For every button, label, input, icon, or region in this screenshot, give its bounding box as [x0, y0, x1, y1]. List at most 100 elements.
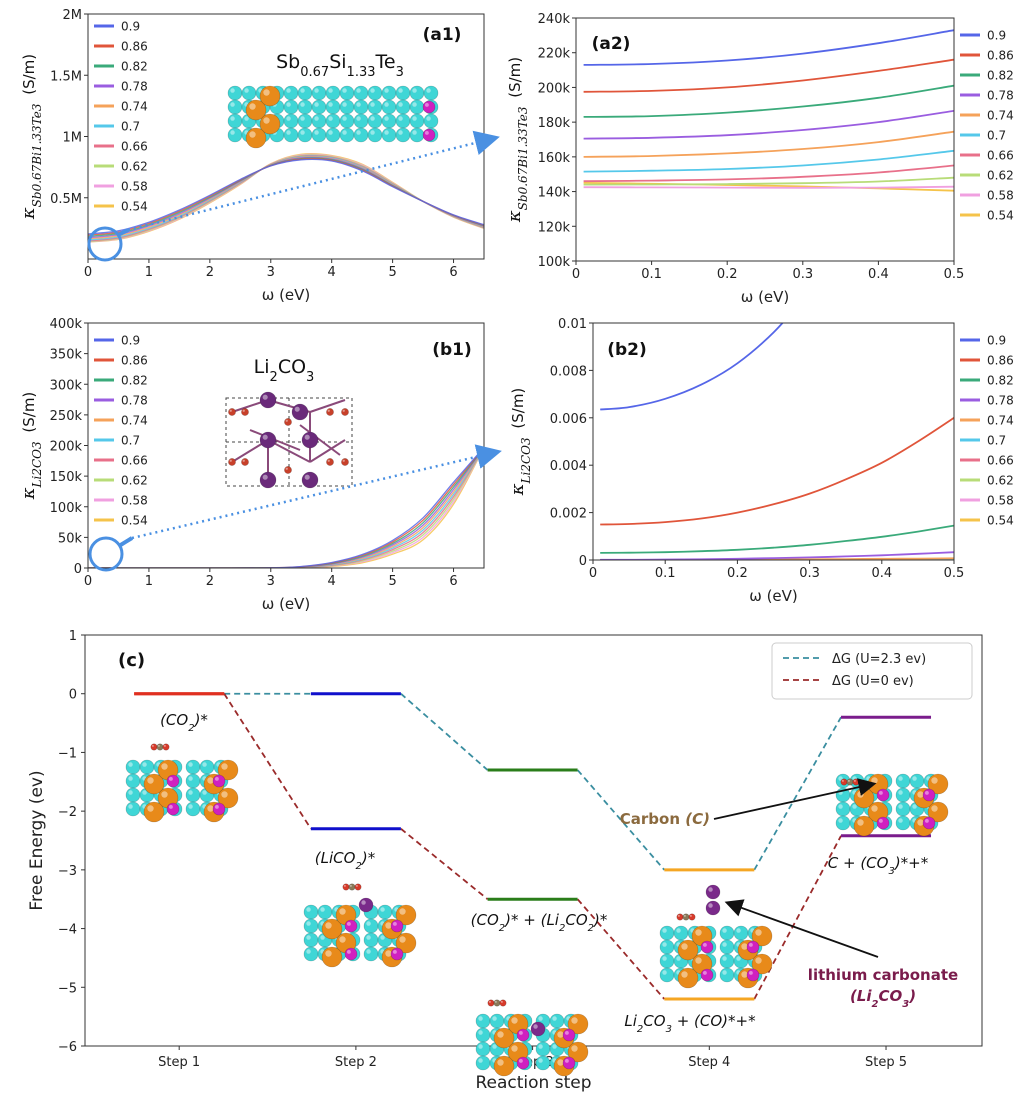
atom-o-highlight [500, 1000, 503, 1003]
text-part: (C) [685, 810, 710, 828]
y-unit: (S/m) [509, 388, 527, 434]
atom-sb-highlight [871, 805, 878, 812]
atom-ti [363, 932, 379, 948]
atom-o-highlight [229, 409, 232, 412]
atom-ti [409, 85, 425, 101]
atom-c-highlight [157, 744, 160, 747]
atom-ti [339, 127, 355, 143]
atom-sb-highlight [207, 805, 214, 812]
atom-ti-highlight [366, 949, 371, 954]
atom-ti [475, 1041, 491, 1057]
atom-o-highlight [229, 459, 232, 462]
atom-ti-highlight [912, 776, 917, 781]
subscript: 2 [637, 1024, 643, 1035]
atom-sb-highlight [385, 922, 392, 929]
panel-label: (c) [118, 650, 145, 671]
atom-sb [245, 99, 267, 121]
atom-te [876, 788, 890, 802]
kappa-subscript: Sb0.67Bi1.33Te3 [516, 106, 530, 210]
atom-te-highlight [346, 949, 351, 954]
atom-te [166, 802, 180, 816]
text-part: Te [375, 51, 396, 73]
atom-ti-highlight [898, 790, 903, 795]
text-part: CO [878, 987, 902, 1005]
y-tick-label: −5 [58, 981, 77, 996]
connector-u0 [576, 898, 665, 1000]
atom-ti-highlight [426, 116, 431, 121]
annotation-lithium: lithium carbonate [808, 966, 958, 984]
atom-te-highlight [168, 804, 173, 809]
atom-ti-highlight [722, 942, 727, 947]
subscript: 2 [270, 370, 278, 385]
x-tick-label: 0.1 [655, 566, 676, 581]
atom-ti [909, 773, 925, 789]
atom-ti-highlight [188, 804, 193, 809]
y-axis-label: κSb0.67Bi1.33Te3 (S/m) [18, 54, 44, 220]
atom-sb-highlight [571, 1045, 578, 1052]
atom-sb-highlight [755, 929, 762, 936]
atom-sb-highlight [325, 950, 332, 957]
y-tick-label: 250k [50, 409, 83, 424]
atom-ti-highlight [552, 1016, 557, 1021]
x-tick-label: 6 [449, 574, 457, 589]
atom-sb [143, 801, 165, 823]
x-tick-label: 0.1 [641, 267, 662, 282]
atom-o-highlight [151, 744, 154, 747]
atom-ti-highlight [286, 116, 291, 121]
atom-sb-highlight [339, 908, 346, 915]
atom-te [746, 940, 760, 954]
atom-ti-highlight [230, 130, 235, 135]
atom-ti-highlight [342, 116, 347, 121]
atom-ti [409, 99, 425, 115]
panel-label: (b2) [607, 340, 647, 360]
atom-sb [751, 953, 773, 975]
atom-ti [185, 773, 201, 789]
crystal-slab-icon [363, 904, 417, 968]
atom-ti-highlight [320, 935, 325, 940]
legend-label: 0.78 [987, 89, 1014, 103]
series-line-0.82 [600, 524, 954, 554]
y-tick-label: 400k [50, 317, 83, 332]
atom-ti [325, 99, 341, 115]
atom-ti-highlight [662, 928, 667, 933]
atom-ti [367, 99, 383, 115]
atom-te [212, 802, 226, 816]
legend-label: 0.66 [121, 454, 148, 468]
atom-ti [659, 939, 675, 955]
text-part: (CO [471, 911, 499, 929]
atom-li-highlight [361, 900, 366, 905]
y-tick-label: 1M [63, 131, 83, 146]
atom-sb-highlight [207, 777, 214, 784]
atom-ti [303, 918, 319, 934]
atom-o-highlight [677, 914, 680, 917]
atom-ti-highlight [722, 928, 727, 933]
atom-li-highlight [294, 406, 300, 412]
atom-ti [297, 127, 313, 143]
x-tick-label: 5 [388, 574, 396, 589]
panel-label: (b1) [432, 340, 472, 360]
atom-ti-highlight [384, 116, 389, 121]
atom-sb [217, 759, 239, 781]
legend: ΔG (U=2.3 ev) ΔG (U=0 ev) [771, 642, 973, 700]
atom-ti [283, 127, 299, 143]
atom-ti [395, 113, 411, 129]
li2co3-crystal-icon [225, 391, 353, 489]
atom-c [846, 778, 854, 786]
arrow-carbon [713, 778, 877, 820]
x-tick-label: 0.2 [717, 267, 738, 282]
atom-sb-highlight [681, 943, 688, 950]
atom-ti-highlight [328, 116, 333, 121]
atom-ti-highlight [662, 942, 667, 947]
y-axis-label: κSb0.67Bi1.33Te3 (S/m) [504, 57, 530, 223]
y-tick-label: 1.5M [50, 69, 82, 84]
atom-ti-highlight [852, 804, 857, 809]
atom-sb-highlight [263, 89, 270, 96]
kappa-symbol: κ [18, 207, 39, 220]
series-line-0.62 [583, 176, 954, 186]
atom-ti-highlight [370, 130, 375, 135]
atom-ti [297, 99, 313, 115]
atom-ti-highlight [356, 130, 361, 135]
state-label-step3: (CO2)* + (Li2CO2)* [471, 911, 608, 934]
atom-ti-highlight [676, 928, 681, 933]
